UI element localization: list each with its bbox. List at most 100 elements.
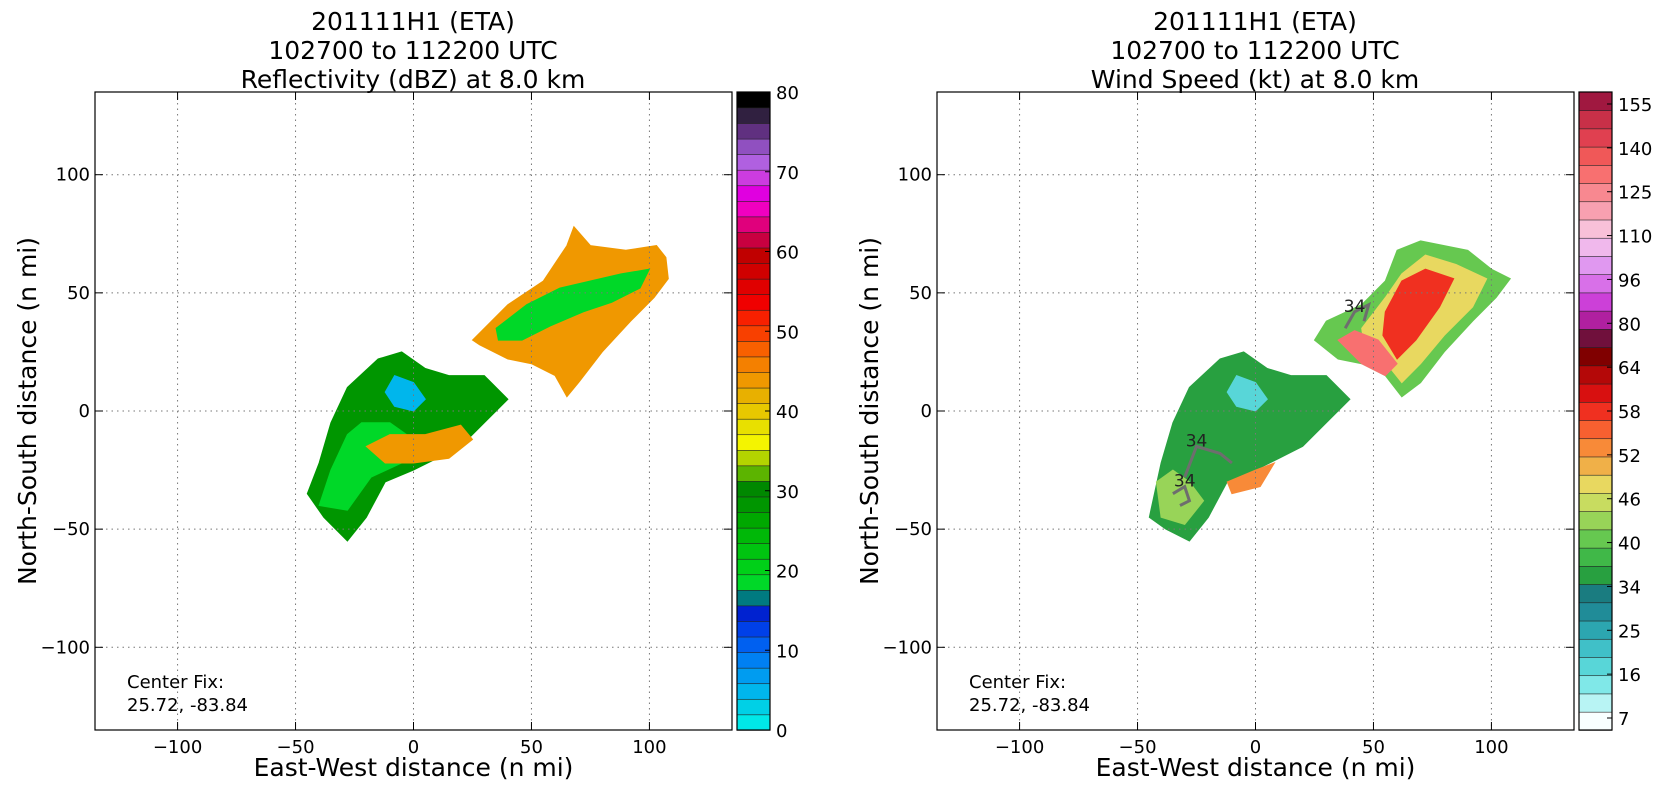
colorbar-swatch (1578, 383, 1613, 403)
colorbar-tick-label: 96 (1618, 270, 1641, 291)
x-tick-label: −50 (277, 737, 315, 758)
colorbar-swatch (736, 651, 771, 669)
colorbar-swatch (1578, 237, 1613, 257)
colorbar-tick-label: 25 (1618, 621, 1641, 642)
colorbar-swatch (736, 558, 771, 576)
colorbar-swatch (1578, 255, 1613, 275)
center-fix-annotation: Center Fix: (969, 672, 1066, 693)
colorbar-swatch (736, 714, 771, 731)
colorbar-swatch (736, 153, 771, 171)
y-tick-label: −100 (883, 637, 932, 658)
colorbar-swatch (736, 574, 771, 591)
colorbar-swatch (736, 278, 771, 295)
colorbar-swatch (736, 138, 771, 155)
colorbar-swatch (736, 620, 771, 638)
colorbar-tick-label: 110 (1618, 227, 1652, 248)
colorbar-swatch (736, 698, 771, 716)
contour-label: 34 (1186, 431, 1208, 451)
colorbar-swatch (736, 356, 771, 373)
data-regions: 34 34 34 (1148, 240, 1512, 542)
colorbar-swatch (1578, 583, 1613, 604)
colorbar-tick-label: 60 (776, 243, 799, 264)
chart-title-line: 102700 to 112200 UTC (268, 36, 557, 65)
colorbar-swatch (736, 371, 771, 389)
data-region (365, 424, 474, 464)
colorbar-swatch (736, 262, 771, 280)
colorbar-swatch (1578, 565, 1613, 585)
y-axis-label: North-South distance (n mi) (855, 237, 884, 585)
colorbar-tick-label: 10 (776, 641, 799, 662)
y-tick-label: 100 (898, 165, 932, 186)
colorbar-tick-label: 70 (776, 163, 799, 184)
y-tick-label: 100 (56, 165, 90, 186)
contour-line (1343, 301, 1372, 330)
colorbar-tick-label: 34 (1618, 577, 1641, 598)
y-tick-label: −50 (894, 519, 932, 540)
colorbar-swatch (736, 589, 771, 607)
chart-panel-1: 201111H1 (ETA)102700 to 112200 UTCReflec… (13, 7, 799, 782)
colorbar-swatch (736, 667, 771, 685)
colorbar-swatch (736, 309, 771, 327)
data-regions (306, 225, 669, 542)
y-tick-label: 0 (79, 401, 90, 422)
colorbar-swatch (736, 527, 771, 544)
x-tick-label: −100 (153, 737, 202, 758)
colorbar-swatch (1578, 638, 1613, 658)
x-axis-label: East-West distance (n mi) (1096, 753, 1416, 782)
colorbar-swatch (1578, 675, 1613, 695)
colorbar-swatch (1578, 529, 1613, 549)
y-tick-label: 0 (921, 401, 932, 422)
colorbar-tick-label: 80 (776, 83, 799, 104)
colorbar-tick-label: 40 (776, 402, 799, 423)
colorbar-swatch (1578, 474, 1613, 494)
colorbar-swatch (1578, 419, 1613, 440)
colorbar-swatch (736, 231, 771, 249)
chart-title-line: Wind Speed (kt) at 8.0 km (1091, 65, 1419, 94)
grid (95, 92, 732, 730)
colorbar-tick-label: 40 (1618, 534, 1641, 555)
x-tick-label: 50 (1362, 737, 1385, 758)
colorbar-tick-label: 58 (1618, 402, 1641, 423)
colorbar-swatch (1578, 510, 1613, 531)
x-tick-label: −100 (995, 737, 1044, 758)
center-fix-annotation: Center Fix: (127, 672, 224, 693)
colorbar-swatch (736, 216, 771, 233)
contour-line (1172, 484, 1192, 507)
colorbar-tick-label: 16 (1618, 665, 1641, 686)
colorbar: 7 16 25 34 40 46 52 58 64 80 96 110 125 140 155 (1578, 91, 1652, 731)
colorbar-swatch (1578, 602, 1613, 622)
x-tick-label: 100 (1474, 737, 1508, 758)
chart-title-line: 201111H1 (ETA) (311, 7, 515, 36)
colorbar-swatch (1578, 365, 1613, 385)
contour-label: 34 (1344, 297, 1366, 317)
colorbar-swatch (736, 293, 771, 311)
colorbar-swatch (1578, 656, 1613, 677)
contour-label: 34 (1174, 472, 1196, 492)
colorbar-swatch (1578, 273, 1613, 294)
colorbar-swatch (736, 683, 771, 700)
colorbar-swatch (736, 387, 771, 404)
y-tick-label: 50 (67, 283, 90, 304)
data-region (1226, 462, 1276, 495)
colorbar-swatch (1578, 438, 1613, 458)
y-tick-label: 50 (909, 283, 932, 304)
x-axis-label: East-West distance (n mi) (254, 753, 574, 782)
data-region (495, 268, 651, 341)
colorbar-swatch (736, 418, 771, 436)
colorbar-swatch (1578, 310, 1613, 330)
colorbar-swatch (1578, 146, 1613, 166)
y-tick-label: −50 (52, 519, 90, 540)
chart-title-line: 102700 to 112200 UTC (1110, 36, 1399, 65)
colorbar-swatch (1578, 109, 1613, 130)
colorbar-tick-label: 125 (1618, 183, 1652, 204)
data-region (1382, 268, 1455, 360)
colorbar-swatch (736, 107, 771, 124)
colorbar-swatch (736, 185, 771, 202)
chart-title-line: 201111H1 (ETA) (1153, 7, 1357, 36)
colorbar-tick-label: 140 (1618, 139, 1652, 160)
colorbar-swatch (736, 200, 771, 218)
colorbar-swatch (1578, 711, 1613, 731)
colorbar-swatch (736, 480, 771, 498)
